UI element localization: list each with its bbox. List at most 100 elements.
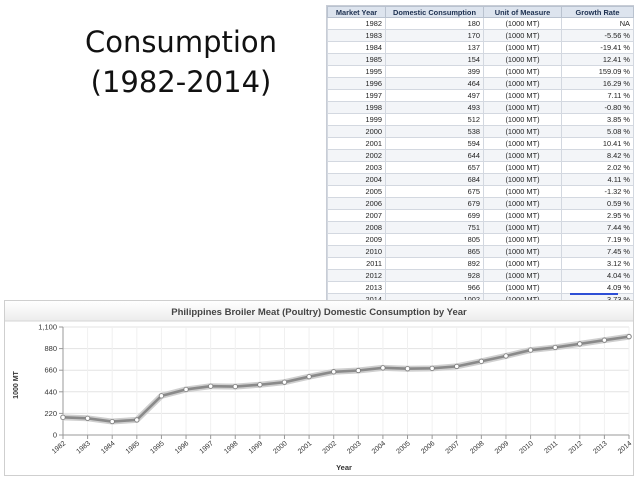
column-header-domestic-consumption[interactable]: Domestic Consumption xyxy=(385,6,484,18)
table-row: 1985 154 (1000 MT) 12.41 % xyxy=(327,53,634,66)
cell-domestic-consumption: 644 xyxy=(385,149,484,162)
cell-growth-rate: 4.04 % xyxy=(561,269,634,282)
data-point[interactable] xyxy=(503,353,509,359)
cell-domestic-consumption: 512 xyxy=(385,113,484,126)
cell-unit-of-measure: (1000 MT) xyxy=(483,281,562,294)
x-tick-label: 1996 xyxy=(174,440,191,455)
cell-domestic-consumption: 751 xyxy=(385,221,484,234)
data-point[interactable] xyxy=(257,382,263,388)
cell-domestic-consumption: 684 xyxy=(385,173,484,186)
x-tick-label: 2006 xyxy=(420,440,437,455)
x-tick-label: 1982 xyxy=(51,440,68,455)
cell-market-year: 1996 xyxy=(327,77,386,90)
data-point[interactable] xyxy=(404,366,411,372)
data-point[interactable] xyxy=(552,344,558,351)
x-axis-label: Year xyxy=(336,463,352,472)
chart-grid xyxy=(62,326,630,436)
cell-market-year: 2005 xyxy=(327,185,386,198)
x-tick-label: 2014 xyxy=(617,440,633,455)
cell-growth-rate: 159.09 % xyxy=(561,65,634,78)
cell-unit-of-measure: (1000 MT) xyxy=(483,233,562,246)
table-row: 2008 751 (1000 MT) 7.44 % xyxy=(327,221,634,234)
cell-unit-of-measure: (1000 MT) xyxy=(483,173,562,186)
cell-domestic-consumption: 865 xyxy=(385,245,484,258)
x-tick-label: 1983 xyxy=(75,440,92,455)
cell-growth-rate: 7.44 % xyxy=(561,221,634,234)
data-point[interactable] xyxy=(355,367,361,374)
x-tick-label: 2002 xyxy=(322,440,339,455)
cell-market-year: 1997 xyxy=(327,89,386,102)
column-header-unit-of-measure[interactable]: Unit of Measure xyxy=(483,6,562,18)
cell-market-year: 2007 xyxy=(327,209,386,222)
cell-domestic-consumption: 892 xyxy=(385,257,484,270)
cell-domestic-consumption: 699 xyxy=(385,209,484,222)
cell-growth-rate: 2.95 % xyxy=(561,209,634,222)
cell-market-year: 2002 xyxy=(327,149,386,162)
cell-growth-rate: -0.80 % xyxy=(561,101,634,114)
data-point[interactable] xyxy=(85,415,91,421)
x-tick-label: 2008 xyxy=(469,440,486,455)
chart-title: Philippines Broiler Meat (Poultry) Domes… xyxy=(171,307,467,318)
x-tick-label: 2009 xyxy=(494,440,511,455)
data-point[interactable] xyxy=(281,379,288,385)
table-row: 2005 675 (1000 MT) -1.32 % xyxy=(327,185,634,198)
series-line xyxy=(61,335,631,423)
data-point[interactable] xyxy=(331,369,337,375)
cell-unit-of-measure: (1000 MT) xyxy=(483,77,562,90)
cell-domestic-consumption: 493 xyxy=(385,101,484,114)
x-tick-label: 2000 xyxy=(272,440,289,455)
table-body: 1982 180 (1000 MT) NA 1983 170 (1000 MT) -5.56 … xyxy=(327,17,634,306)
cell-growth-rate: 4.09 % xyxy=(561,281,634,294)
cell-domestic-consumption: 154 xyxy=(385,53,484,66)
y-tick-label: 440 xyxy=(44,387,57,396)
cell-market-year: 2006 xyxy=(327,197,386,210)
chart-series xyxy=(60,333,632,425)
data-point[interactable] xyxy=(208,383,214,389)
y-tick-label: 1,100 xyxy=(38,323,57,332)
data-point[interactable] xyxy=(478,358,484,364)
cell-market-year: 1998 xyxy=(327,101,386,114)
data-point[interactable] xyxy=(577,341,583,347)
x-tick-label: 1999 xyxy=(248,440,265,455)
data-point[interactable] xyxy=(232,383,238,390)
cell-domestic-consumption: 679 xyxy=(385,197,484,210)
cell-market-year: 2000 xyxy=(327,125,386,138)
slide-title: Consumption (1982-2014) xyxy=(56,22,306,102)
cell-market-year: 1983 xyxy=(327,29,386,42)
cell-growth-rate: 12.41 % xyxy=(561,53,634,66)
x-tick-label: 2010 xyxy=(518,440,535,455)
data-point[interactable] xyxy=(626,334,632,340)
cell-growth-rate: 0.59 % xyxy=(561,197,634,210)
data-point[interactable] xyxy=(306,374,312,380)
data-point[interactable] xyxy=(429,365,435,371)
cell-domestic-consumption: 464 xyxy=(385,77,484,90)
cell-domestic-consumption: 805 xyxy=(385,233,484,246)
data-point[interactable] xyxy=(380,365,386,371)
cell-domestic-consumption: 137 xyxy=(385,41,484,54)
data-point[interactable] xyxy=(60,414,66,420)
cell-domestic-consumption: 928 xyxy=(385,269,484,282)
column-header-market-year[interactable]: Market Year xyxy=(327,6,386,18)
cell-growth-rate: 5.08 % xyxy=(561,125,634,138)
data-point[interactable] xyxy=(183,386,189,393)
data-point[interactable] xyxy=(158,393,165,399)
chart-axes: 0 220 440 660 880 1,100 xyxy=(38,323,629,440)
data-point[interactable] xyxy=(454,363,460,369)
table-row: 2013 966 (1000 MT) 4.09 % xyxy=(327,281,634,294)
column-header-growth-rate[interactable]: Growth Rate xyxy=(561,6,634,18)
cell-domestic-consumption: 399 xyxy=(385,65,484,78)
data-point[interactable] xyxy=(109,418,115,425)
data-point[interactable] xyxy=(134,417,140,423)
x-tick-label: 1997 xyxy=(199,440,216,455)
table-row: 1996 464 (1000 MT) 16.29 % xyxy=(327,77,634,90)
table-row: 2012 928 (1000 MT) 4.04 % xyxy=(327,269,634,282)
cell-market-year: 2011 xyxy=(327,257,386,270)
data-point[interactable] xyxy=(527,347,534,353)
data-point[interactable] xyxy=(601,337,607,343)
table-source-link-underline[interactable] xyxy=(570,293,618,295)
table-row: 2000 538 (1000 MT) 5.08 % xyxy=(327,125,634,138)
table-row: 2011 892 (1000 MT) 3.12 % xyxy=(327,257,634,270)
cell-growth-rate: 10.41 % xyxy=(561,137,634,150)
cell-unit-of-measure: (1000 MT) xyxy=(483,125,562,138)
consumption-table-panel: Market Year Domestic Consumption Unit of… xyxy=(326,5,634,307)
